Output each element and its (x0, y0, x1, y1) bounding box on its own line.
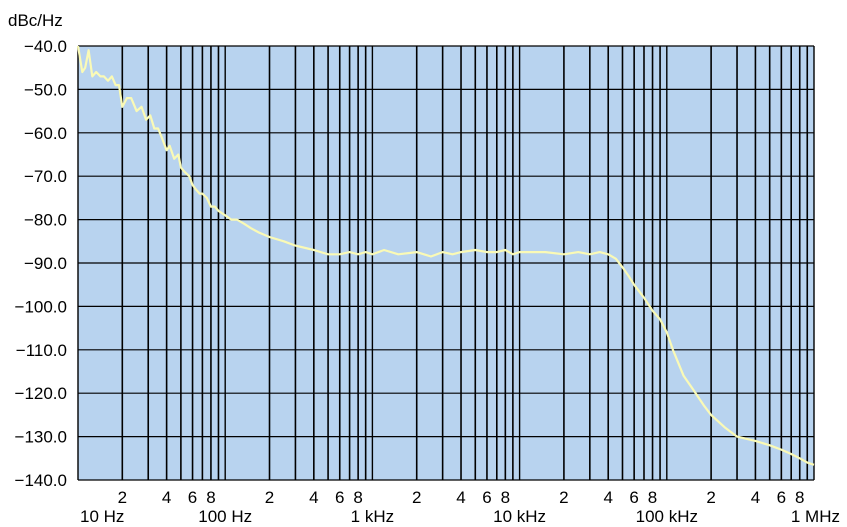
x-decade-label: 10 Hz (80, 507, 124, 526)
x-minor-tick-label: 4 (162, 488, 171, 507)
y-tick-label: −130.0 (15, 428, 67, 447)
x-minor-tick-label: 2 (559, 488, 568, 507)
y-axis-label: dBc/Hz (8, 11, 63, 30)
x-decade-label: 1 MHz (791, 507, 840, 526)
x-minor-tick-label: 8 (795, 488, 804, 507)
x-minor-tick-label: 6 (482, 488, 491, 507)
y-tick-label: −110.0 (16, 341, 67, 360)
x-minor-tick-label: 6 (629, 488, 638, 507)
y-tick-labels: −40.0 −50.0 −60.0 −70.0 −80.0 −90.0 −100.0 −110… (15, 37, 67, 490)
y-tick-label: −90.0 (24, 254, 67, 273)
x-minor-tick-label: 6 (188, 488, 197, 507)
series-line (76, 45, 815, 466)
x-decade-label: 100 Hz (198, 507, 252, 526)
y-tick-label: −40.0 (24, 37, 67, 56)
x-decade-label: 10 kHz (493, 507, 546, 526)
x-minor-tick-label: 8 (353, 488, 362, 507)
x-minor-tick-label: 4 (751, 488, 760, 507)
x-minor-tick-label: 2 (118, 488, 127, 507)
x-minor-tick-label: 2 (706, 488, 715, 507)
x-minor-tick-label: 8 (648, 488, 657, 507)
x-minor-tick-label: 6 (335, 488, 344, 507)
x-minor-tick-label: 2 (412, 488, 421, 507)
x-decade-label: 100 kHz (636, 507, 698, 526)
x-minor-tick-label: 4 (309, 488, 318, 507)
y-tick-label: −60.0 (24, 124, 67, 143)
x-minor-tick-label: 6 (777, 488, 786, 507)
y-tick-label: −80.0 (24, 211, 67, 230)
trace-layer (76, 45, 815, 466)
y-tick-label: −70.0 (24, 167, 67, 186)
x-minor-tick-label: 4 (603, 488, 612, 507)
x-minor-tick-label: 8 (501, 488, 510, 507)
y-tick-label: −100.0 (15, 297, 67, 316)
x-minor-tick-label: 2 (265, 488, 274, 507)
x-minor-tick-label: 8 (206, 488, 215, 507)
grid (77, 45, 815, 481)
x-decade-label: 1 kHz (351, 507, 394, 526)
y-tick-label: −50.0 (24, 80, 67, 99)
x-minor-tick-label: 4 (456, 488, 465, 507)
y-tick-label: −120.0 (15, 384, 67, 403)
y-tick-label: −140.0 (15, 471, 67, 490)
